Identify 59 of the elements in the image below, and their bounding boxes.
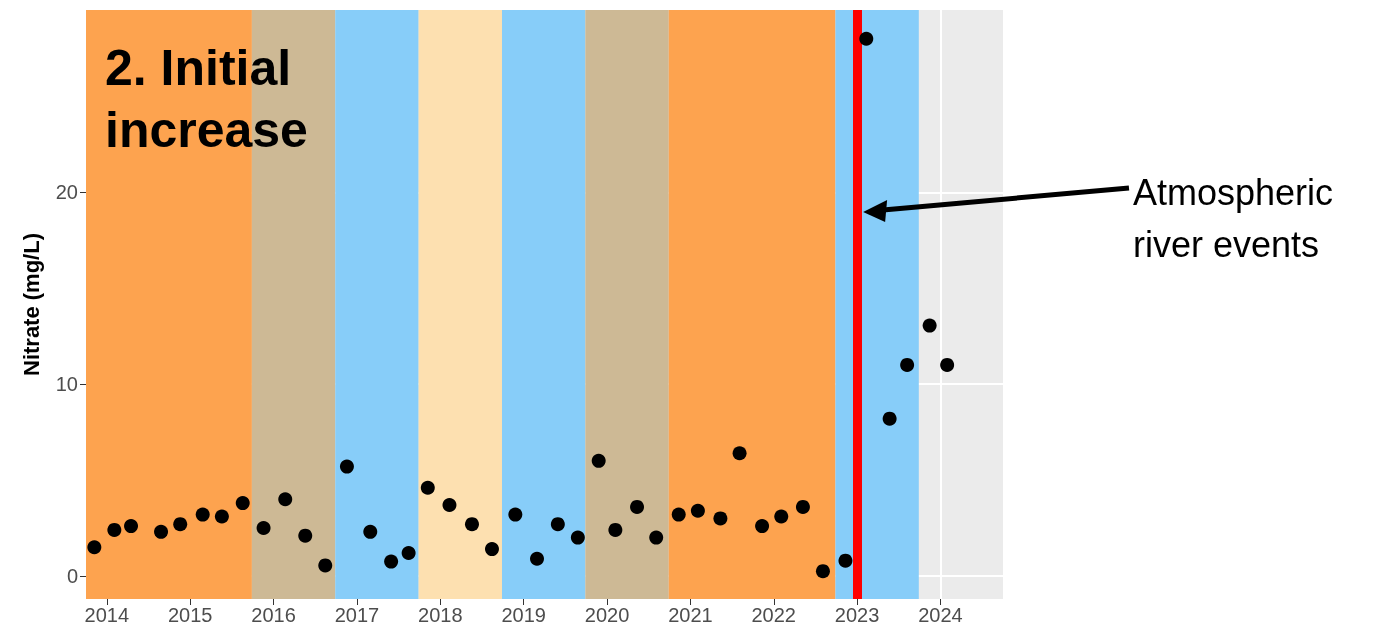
point: [591, 453, 606, 468]
point: [298, 528, 313, 543]
x-tick-label: 2020: [584, 604, 630, 626]
point: [384, 554, 399, 569]
point: [154, 524, 169, 539]
point: [508, 507, 523, 522]
point: [256, 521, 271, 536]
y-tick-label: 20: [55, 181, 78, 204]
point: [401, 545, 416, 560]
x-tick-label: 2023: [834, 604, 880, 626]
point: [922, 318, 937, 333]
point: [630, 499, 645, 514]
point: [530, 551, 544, 566]
x-tick-label: 2015: [167, 604, 213, 626]
x-tick-label: 2019: [501, 604, 546, 626]
point: [774, 509, 789, 524]
point: [278, 492, 293, 507]
point: [550, 517, 565, 532]
point: [442, 497, 457, 512]
point: [815, 564, 830, 579]
x-tick-label: 2018: [418, 604, 463, 626]
x-tick-label: 2014: [84, 604, 130, 626]
point: [940, 357, 955, 372]
x-tick-label: 2016: [251, 604, 296, 626]
point: [464, 517, 479, 532]
y-axis-title: Nitrate (mg/L): [18, 233, 44, 376]
point: [795, 499, 810, 514]
point: [713, 511, 728, 526]
text: Atmospheric river events: [1133, 171, 1344, 265]
point: [755, 519, 770, 534]
point: [838, 553, 853, 568]
point: [671, 507, 686, 522]
point: [173, 517, 188, 532]
point: [195, 507, 210, 522]
x-tick-label: 2021: [668, 604, 713, 626]
point: [882, 411, 897, 426]
point: [608, 522, 623, 537]
point: [859, 31, 874, 46]
x-tick-label: 2024: [918, 604, 963, 626]
point: [649, 530, 664, 545]
point: [87, 540, 102, 555]
y-tick-label: 10: [55, 373, 78, 396]
text: 2. Initial increase: [105, 40, 308, 158]
x-tick-label: 2022: [751, 604, 796, 626]
point: [570, 530, 585, 545]
point: [732, 446, 747, 461]
point: [690, 503, 705, 518]
point: [214, 509, 229, 524]
point: [900, 357, 915, 372]
point: [235, 496, 250, 511]
point: [339, 459, 354, 474]
point: [124, 519, 139, 534]
point: [107, 522, 122, 537]
y-tick-label: 0: [66, 564, 78, 587]
x-tick-label: 2017: [334, 604, 380, 626]
point: [485, 542, 499, 557]
point: [420, 480, 435, 495]
point: [318, 558, 333, 573]
point: [363, 524, 378, 539]
